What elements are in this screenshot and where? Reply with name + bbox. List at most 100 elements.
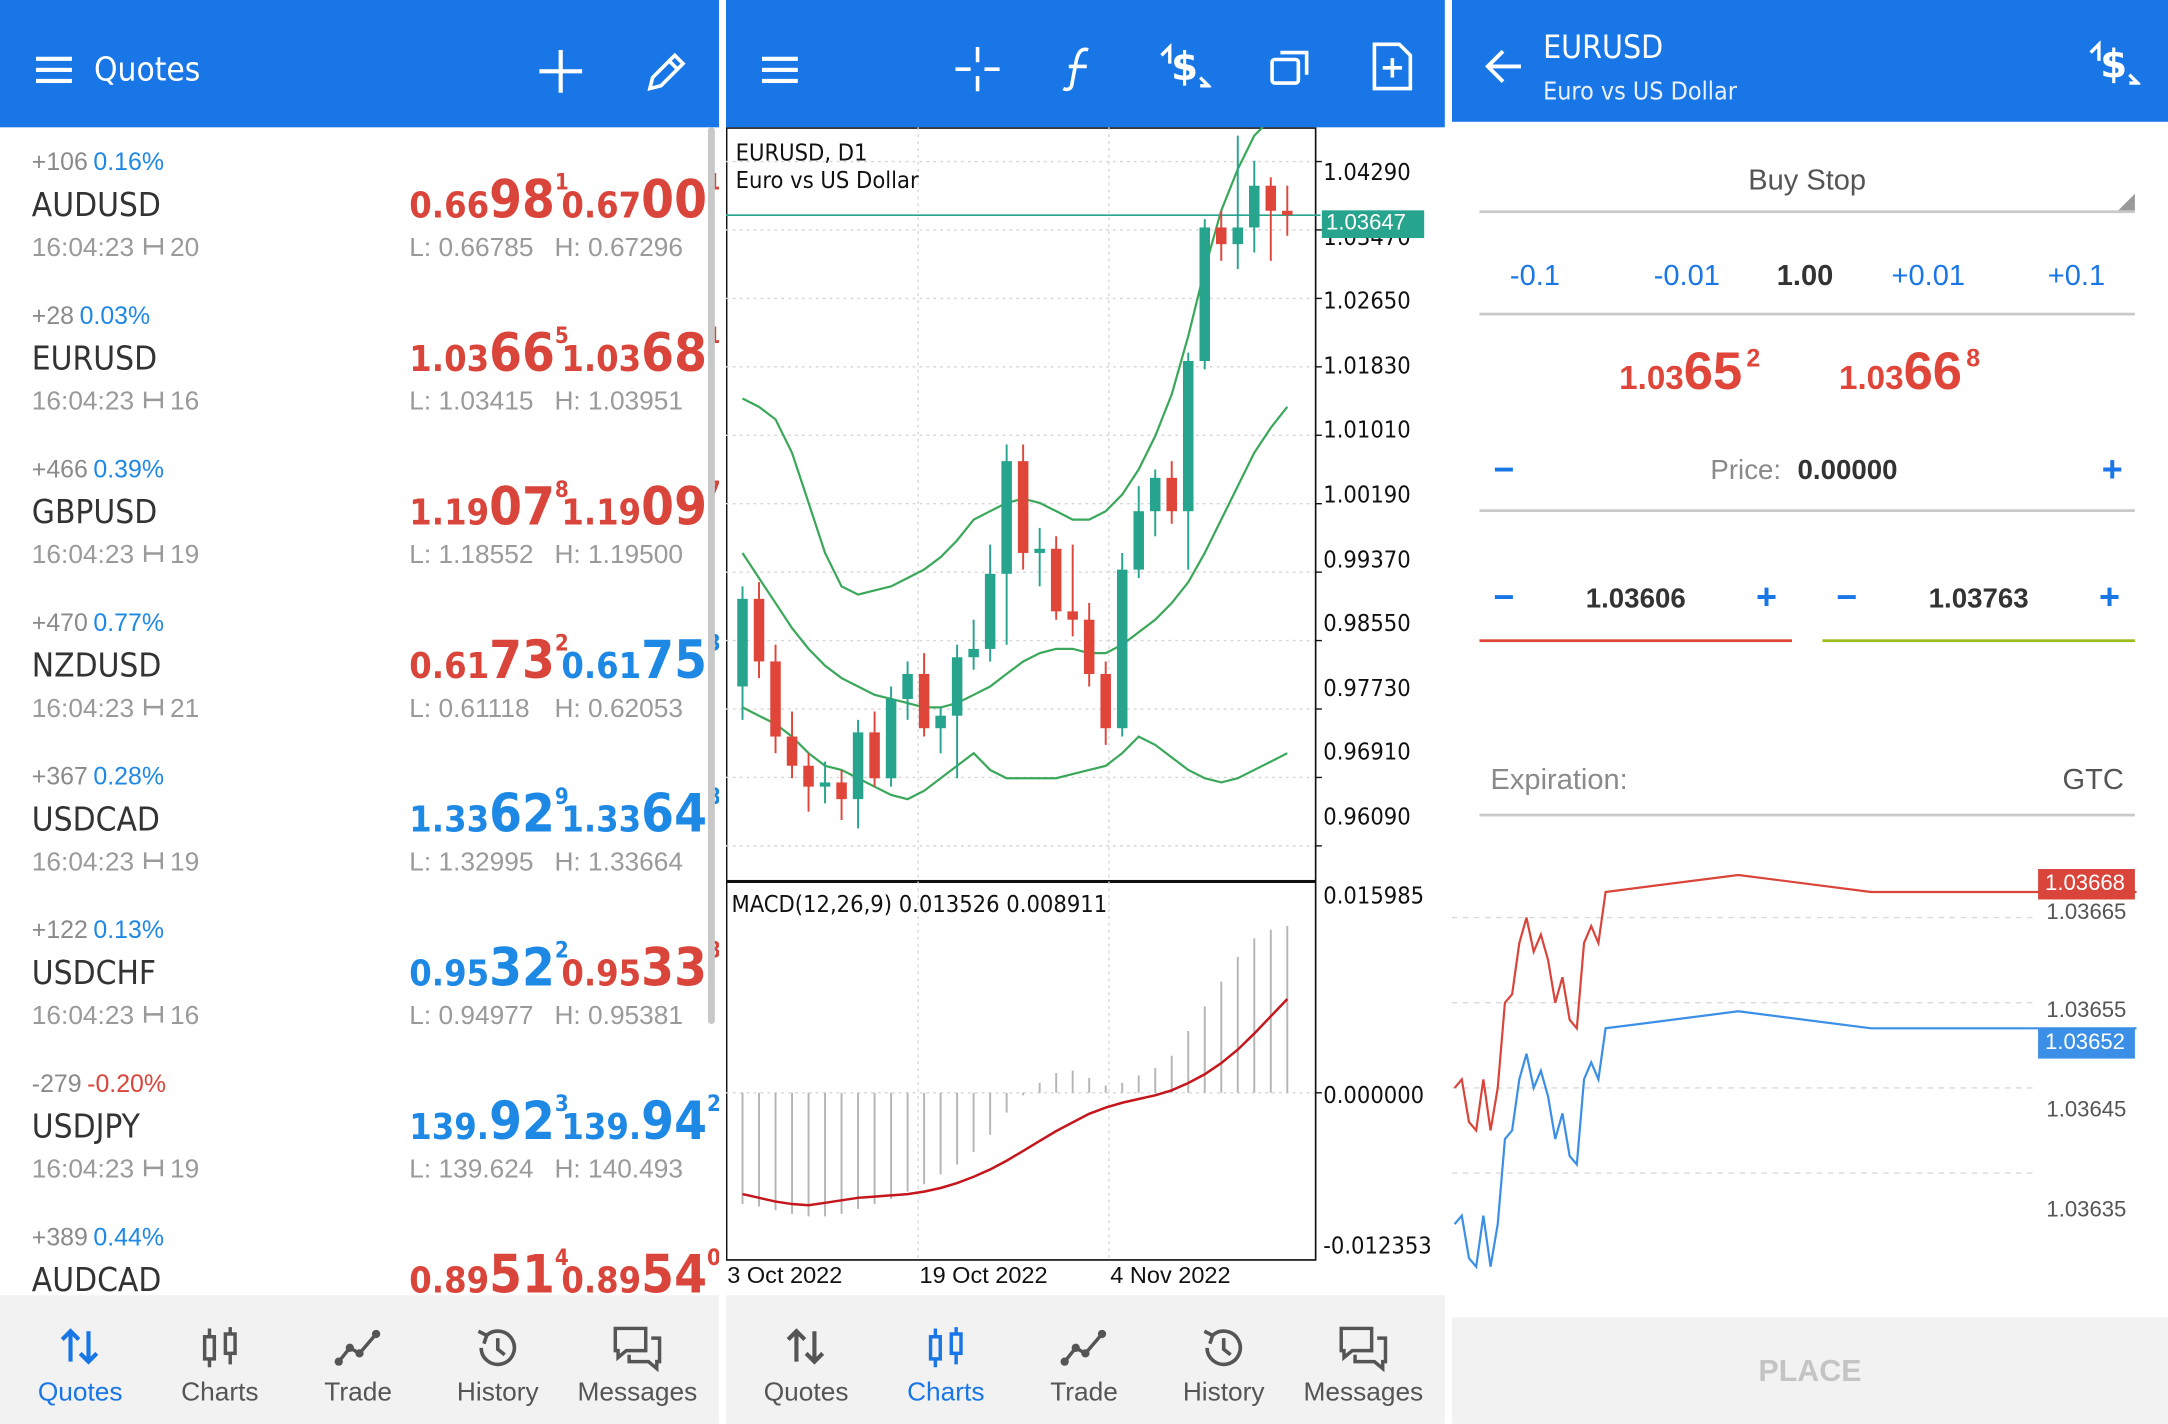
quote-bid-price[interactable]: 0.61732 — [409, 630, 568, 691]
add-icon[interactable] — [539, 49, 583, 94]
tick-level-1: 1.03665 — [2046, 900, 2127, 925]
quote-change-percent: 0.03% — [79, 301, 151, 330]
bid-prefix: 0.66 — [409, 185, 490, 227]
sl-minus-button[interactable]: − — [1493, 575, 1515, 618]
bid-prefix: 1.03 — [409, 339, 490, 381]
quote-row[interactable]: -279-0.20%USDJPY16:04:2319139.923139.942… — [0, 1049, 719, 1203]
trade-dollar-icon[interactable]: $ — [1159, 42, 1212, 95]
quote-ask-price[interactable]: 139.942 — [561, 1090, 719, 1151]
volume-minus-0-1[interactable]: -0.1 — [1509, 260, 1560, 292]
price-chart[interactable] — [725, 127, 1445, 1295]
quote-bid-price[interactable]: 0.95322 — [409, 937, 568, 998]
tp-minus-button[interactable]: − — [1836, 575, 1858, 618]
sl-value[interactable]: 1.03606 — [1585, 583, 1686, 615]
bid-pips: 07 — [489, 476, 555, 537]
quote-low: L: 1.03415 — [409, 387, 534, 417]
quotes-icon — [55, 1323, 105, 1373]
trade-dollar-icon[interactable]: $ — [2088, 39, 2141, 92]
quote-bid-price[interactable]: 1.03665 — [409, 322, 568, 383]
volume-plus-0-1[interactable]: +0.1 — [2047, 260, 2106, 292]
price-minus-button[interactable]: − — [1493, 448, 1515, 490]
price-tick-label: 0.99370 — [1323, 546, 1411, 574]
quote-ask-price[interactable]: 0.67001 — [561, 169, 719, 230]
candle-body — [1232, 227, 1244, 245]
macd-label: MACD(12,26,9) 0.013526 0.008911 — [731, 891, 1108, 919]
quote-bid-price[interactable]: 1.33629 — [409, 783, 568, 844]
charts-icon — [195, 1323, 245, 1373]
candle-body — [1182, 360, 1194, 512]
macd-tick-label: -0.012353 — [1323, 1232, 1432, 1261]
new-order-icon[interactable] — [1370, 42, 1414, 92]
price-label: Price: — [1710, 455, 1782, 486]
bid-pips: 62 — [489, 783, 555, 845]
nav-messages[interactable]: Messages — [566, 1295, 710, 1424]
nav-messages[interactable]: Messages — [1291, 1295, 1435, 1424]
nav-charts[interactable]: Charts — [148, 1295, 292, 1424]
nav-history[interactable]: History — [426, 1295, 570, 1424]
nav-history[interactable]: History — [1152, 1295, 1296, 1424]
tp-value[interactable]: 1.03763 — [1928, 583, 2029, 615]
menu-icon[interactable] — [35, 55, 75, 85]
nav-quotes[interactable]: Quotes — [8, 1295, 152, 1424]
objects-icon[interactable] — [1268, 47, 1312, 91]
back-arrow-icon[interactable] — [1485, 47, 1524, 86]
svg-text:$: $ — [1171, 45, 1198, 90]
nav-charts[interactable]: Charts — [874, 1295, 1018, 1424]
candle-body — [1067, 611, 1078, 620]
quote-change: +106 0.16% — [32, 148, 164, 177]
quote-ask-price[interactable]: 1.03681 — [561, 322, 719, 383]
menu-icon[interactable] — [761, 55, 801, 85]
macd-tick-label: 0.015985 — [1323, 882, 1425, 911]
quote-change: +367 0.28% — [32, 762, 164, 791]
quote-time: 16:04:23 19 — [32, 1155, 199, 1185]
quote-ask-price[interactable]: 1.33648 — [561, 783, 719, 844]
price-plus-button[interactable]: + — [2101, 448, 2123, 490]
candle-body — [1149, 477, 1161, 512]
bid-prefix: 0.95 — [409, 953, 490, 995]
quote-bid-price[interactable]: 139.923 — [409, 1090, 568, 1151]
candle-body — [786, 736, 798, 766]
ask-pips: 09 — [641, 476, 707, 537]
volume-value[interactable]: 1.00 — [1776, 260, 1834, 292]
volume-minus-0-01[interactable]: -0.01 — [1653, 260, 1720, 292]
quote-time-value: 16:04:23 — [31, 233, 135, 263]
indicator-icon[interactable] — [1058, 44, 1102, 92]
order-bid-price: 1.0365 2 — [1619, 343, 1760, 403]
quotes-screen: Quotes +106 0.16% AUDUSD 16:04:23 20 0.66981 0… — [0, 0, 720, 1424]
place-order-button[interactable]: PLACE — [1451, 1317, 2168, 1424]
expiration-field[interactable]: Expiration: GTC — [1479, 761, 2135, 817]
bollinger-middle-line — [741, 406, 1289, 709]
candle-body — [935, 715, 946, 729]
order-type-select[interactable]: Buy Stop — [1479, 152, 2135, 214]
ask-pips: 00 — [641, 168, 707, 230]
tp-plus-button[interactable]: + — [2098, 575, 2120, 618]
tick-chart — [1451, 873, 2137, 1270]
quote-ask-price[interactable]: 1.19097 — [561, 476, 719, 537]
crosshair-icon[interactable] — [955, 47, 1000, 92]
quote-bid-price[interactable]: 1.19078 — [409, 476, 568, 537]
quotes-scrollbar[interactable] — [707, 127, 715, 1025]
volume-plus-0-01[interactable]: +0.01 — [1891, 260, 1966, 292]
spread-icon — [142, 234, 164, 264]
candle-body — [803, 765, 814, 787]
nav-trade[interactable]: Trade — [286, 1295, 430, 1424]
quote-change-points: +389 — [31, 1223, 88, 1251]
price-value[interactable]: 0.00000 — [1797, 455, 1898, 486]
trade-icon — [333, 1323, 383, 1373]
quote-ask-price[interactable]: 0.61753 — [561, 630, 719, 691]
quote-change-points: -279 — [31, 1069, 82, 1098]
edit-icon[interactable] — [644, 50, 688, 94]
quote-ask-price[interactable]: 0.95338 — [561, 937, 719, 998]
candle-body — [1116, 569, 1128, 729]
nav-quotes[interactable]: Quotes — [734, 1295, 878, 1424]
sl-plus-button[interactable]: + — [1756, 575, 1778, 618]
nav-trade[interactable]: Trade — [1012, 1295, 1156, 1424]
quote-row[interactable]: +1060.16%AUDUSD16:04:23200.669810.67001L… — [0, 127, 719, 281]
quote-bid-price[interactable]: 0.66981 — [409, 169, 568, 230]
quote-time: 16:04:23 20 — [32, 234, 199, 264]
